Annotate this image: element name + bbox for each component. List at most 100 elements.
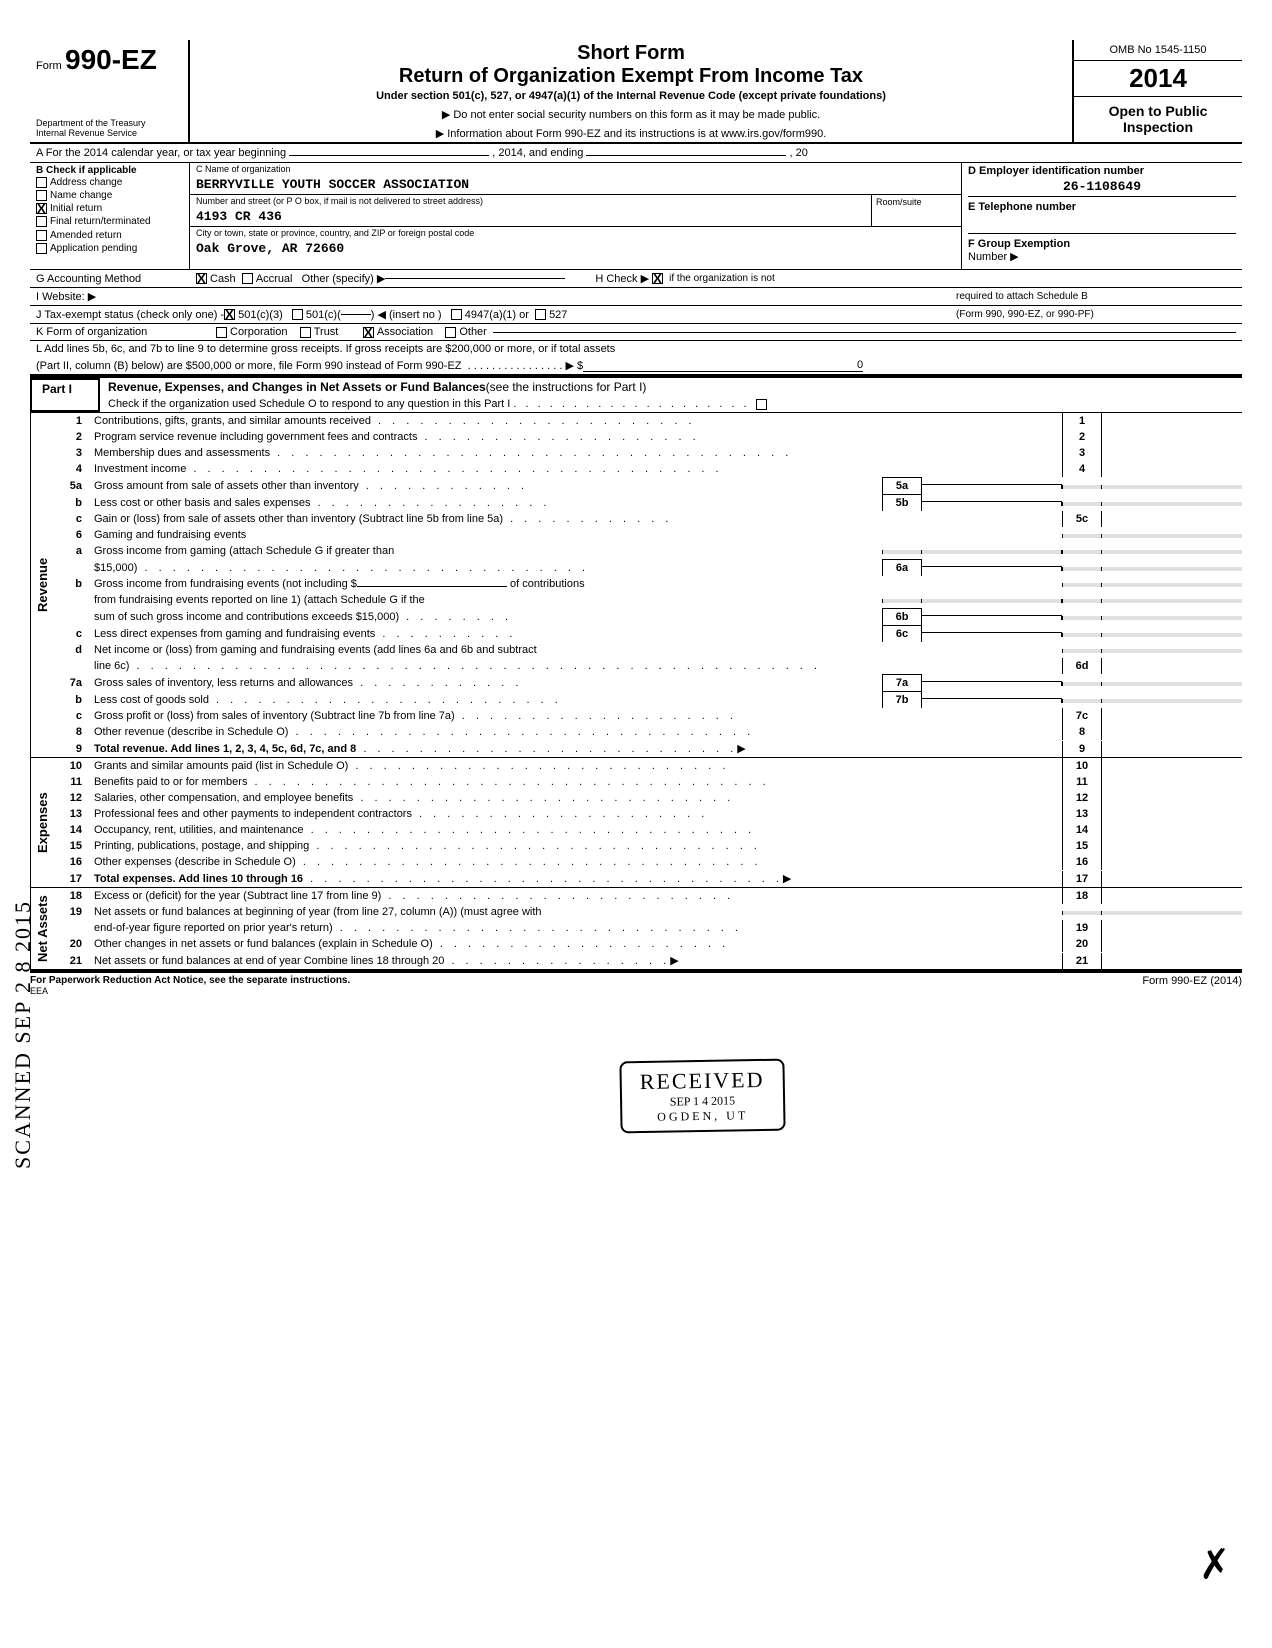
line12-text: Salaries, other compensation, and employ… (94, 792, 353, 804)
line16-val[interactable] (1102, 861, 1242, 865)
line6c-text: Less direct expenses from gaming and fun… (94, 628, 375, 640)
info-link: ▶ Information about Form 990-EZ and its … (200, 127, 1062, 140)
line12-val[interactable] (1102, 797, 1242, 801)
phone-field[interactable] (968, 213, 1236, 229)
line6d-val[interactable] (1102, 665, 1242, 669)
line2-val[interactable] (1102, 436, 1242, 440)
form-header: Form 990-EZ Department of the Treasury I… (30, 40, 1242, 144)
other-method-field[interactable] (385, 278, 565, 279)
line6d1-text: Net income or (loss) from gaming and fun… (94, 644, 537, 656)
check-4947[interactable] (451, 309, 462, 320)
line4-val[interactable] (1102, 468, 1242, 472)
other-org-field[interactable] (493, 332, 1236, 333)
line6a-val[interactable] (922, 566, 1062, 571)
line7a-val[interactable] (922, 681, 1062, 686)
label-name-change: Name change (50, 190, 112, 201)
l-value: 0 (583, 359, 863, 372)
k-label: K Form of organization (36, 326, 216, 338)
501c-num-field[interactable] (341, 314, 371, 315)
row-a-end: , 20 (790, 147, 808, 159)
label-amended: Amended return (50, 230, 122, 241)
line8-val[interactable] (1102, 731, 1242, 735)
line2-text: Program service revenue including govern… (94, 431, 417, 443)
label-527: 527 (549, 309, 567, 321)
label-corp: Corporation (230, 326, 287, 338)
check-app-pending[interactable] (36, 243, 47, 254)
line6b1-text: Gross income from fundraising events (no… (94, 578, 357, 590)
col-d-ein: D Employer identification number 26-1108… (962, 163, 1242, 269)
check-h[interactable] (652, 273, 663, 284)
i-label: I Website: ▶ (36, 290, 196, 303)
revenue-section: Revenue 1Contributions, gifts, grants, a… (30, 413, 1242, 758)
label-insert-no: ) ◀ (insert no ) (371, 308, 442, 321)
omb-number: OMB No 1545-1150 (1074, 40, 1242, 61)
ein-value: 26-1108649 (968, 177, 1236, 196)
check-schedule-o[interactable] (756, 399, 767, 410)
line21-val[interactable] (1102, 960, 1242, 964)
received-label: RECEIVED (640, 1067, 765, 1095)
title-box: Short Form Return of Organization Exempt… (190, 40, 1072, 142)
year-end-field[interactable] (586, 155, 786, 156)
netassets-section: Net Assets 18Excess or (deficit) for the… (30, 888, 1242, 971)
line20-val[interactable] (1102, 943, 1242, 947)
line6b-val[interactable] (922, 615, 1062, 620)
check-501c[interactable] (292, 309, 303, 320)
check-527[interactable] (535, 309, 546, 320)
line5c-val[interactable] (1102, 518, 1242, 522)
check-final-return[interactable] (36, 216, 47, 227)
label-501c: 501(c)( (306, 309, 341, 321)
line11-val[interactable] (1102, 781, 1242, 785)
footer: For Paperwork Reduction Act Notice, see … (30, 971, 1242, 997)
check-name-change[interactable] (36, 190, 47, 201)
line20-text: Other changes in net assets or fund bala… (94, 938, 433, 950)
check-address-change[interactable] (36, 177, 47, 188)
f-label: F Group Exemption (968, 238, 1236, 250)
line6a2-text: $15,000) (94, 562, 137, 574)
line7c-val[interactable] (1102, 715, 1242, 719)
line5a-val[interactable] (922, 484, 1062, 489)
check-corp[interactable] (216, 327, 227, 338)
line6a1-text: Gross income from gaming (attach Schedul… (94, 545, 394, 557)
check-accrual[interactable] (242, 273, 253, 284)
check-other-org[interactable] (445, 327, 456, 338)
d-label: D Employer identification number (968, 165, 1236, 177)
revenue-vert-label: Revenue (30, 413, 54, 757)
col-b-head: B Check if applicable (36, 165, 183, 176)
h-text2: required to attach Schedule B (956, 291, 1236, 302)
line16-text: Other expenses (describe in Schedule O) (94, 856, 296, 868)
row-g-accounting: G Accounting Method Cash Accrual Other (… (30, 270, 1242, 288)
check-trust[interactable] (300, 327, 311, 338)
org-city: Oak Grove, AR 72660 (190, 239, 961, 258)
line5b-val[interactable] (922, 501, 1062, 506)
line18-val[interactable] (1102, 895, 1242, 899)
dept-treasury: Department of the Treasury (36, 118, 182, 128)
line7a-text: Gross sales of inventory, less returns a… (94, 677, 353, 689)
part1-header: Part I Revenue, Expenses, and Changes in… (30, 376, 1242, 413)
line14-val[interactable] (1102, 829, 1242, 833)
line19-val[interactable] (1102, 927, 1242, 931)
line1-val[interactable] (1102, 420, 1242, 424)
check-amended[interactable] (36, 230, 47, 241)
signature-mark: ✗ (1197, 1540, 1234, 1590)
line17-val[interactable] (1102, 878, 1242, 882)
open-public: Open to Public Inspection (1074, 97, 1242, 141)
line13-val[interactable] (1102, 813, 1242, 817)
line3-val[interactable] (1102, 452, 1242, 456)
line7b-val[interactable] (922, 698, 1062, 703)
check-initial-return[interactable] (36, 203, 47, 214)
h-text3: (Form 990, 990-EZ, or 990-PF) (956, 309, 1236, 320)
check-cash[interactable] (196, 273, 207, 284)
line6b-contrib-field[interactable] (357, 586, 507, 587)
line4-text: Investment income (94, 463, 186, 475)
line9-val[interactable] (1102, 748, 1242, 752)
line15-val[interactable] (1102, 845, 1242, 849)
label-4947: 4947(a)(1) or (465, 309, 529, 321)
line10-val[interactable] (1102, 765, 1242, 769)
part1-sub: Check if the organization used Schedule … (108, 398, 510, 410)
line6c-val[interactable] (922, 632, 1062, 637)
check-assoc[interactable] (363, 327, 374, 338)
part1-title-paren: (see the instructions for Part I) (486, 380, 647, 394)
year-begin-field[interactable] (289, 155, 489, 156)
check-501c3[interactable] (224, 309, 235, 320)
line7c-text: Gross profit or (loss) from sales of inv… (94, 710, 455, 722)
